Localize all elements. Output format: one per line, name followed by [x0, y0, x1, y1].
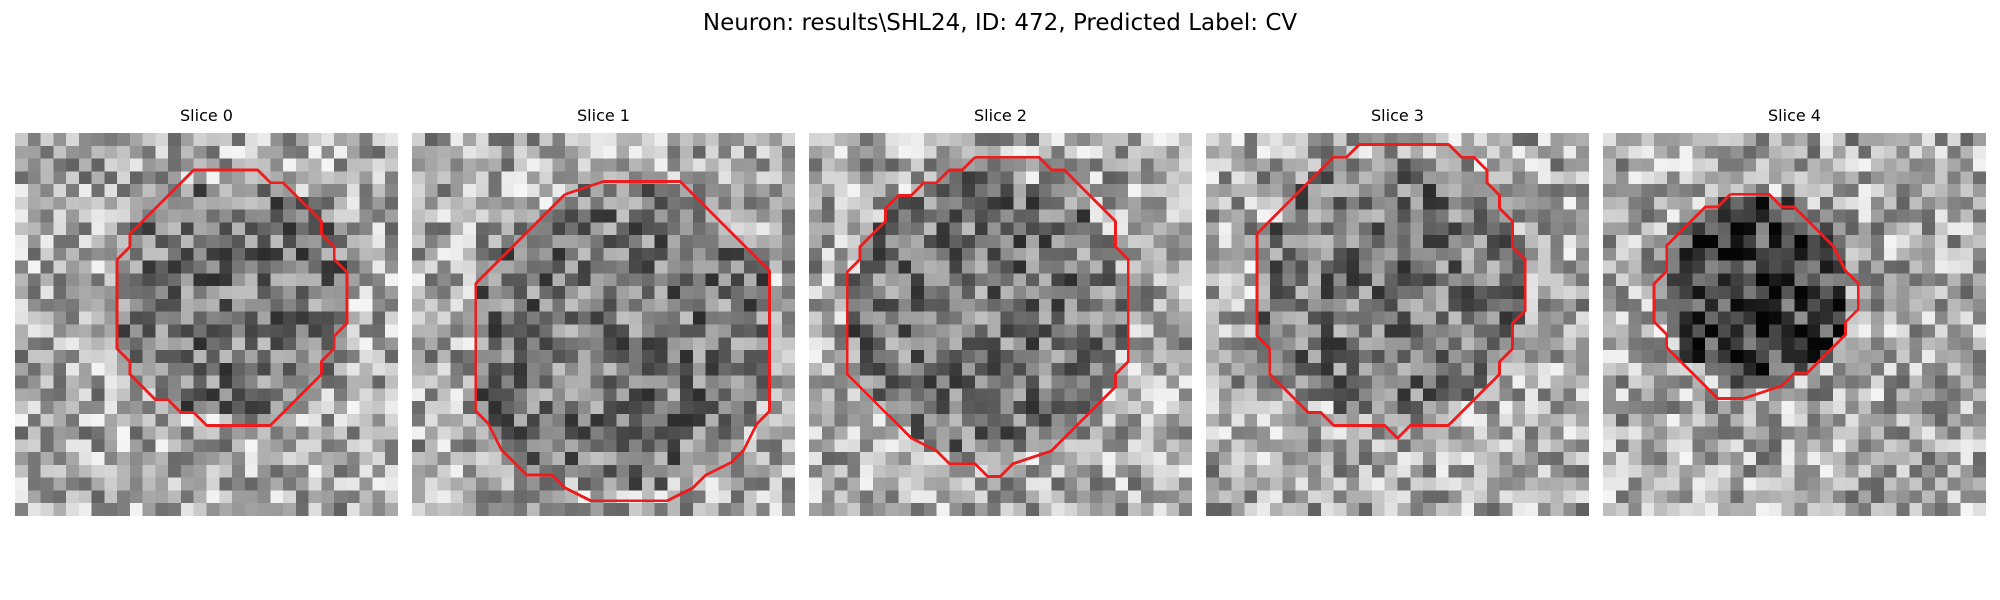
- roi-contour: [845, 155, 1130, 478]
- slice-image: [1603, 133, 1986, 516]
- slice-image: [1206, 133, 1589, 516]
- slice-title: Slice 3: [1371, 106, 1424, 125]
- slice-image: [15, 133, 398, 516]
- figure-title: Neuron: results\SHL24, ID: 472, Predicte…: [702, 10, 1298, 36]
- pixel-grid: [15, 133, 398, 516]
- pixel-grid: [1603, 133, 1986, 516]
- pixel-grid: [412, 133, 795, 516]
- slice-title: Slice 0: [180, 106, 233, 125]
- pixel-grid: [809, 133, 1192, 516]
- roi-contour: [1255, 143, 1527, 440]
- roi-contour: [1652, 192, 1860, 400]
- slice-image: [809, 133, 1192, 516]
- pixel-grid: [1206, 133, 1589, 516]
- roi-contour: [474, 180, 771, 503]
- slice-title: Slice 1: [577, 106, 630, 125]
- roi-contour: [115, 168, 349, 427]
- slice-image: [412, 133, 795, 516]
- slice-title: Slice 2: [974, 106, 1027, 125]
- slice-title: Slice 4: [1768, 106, 1821, 125]
